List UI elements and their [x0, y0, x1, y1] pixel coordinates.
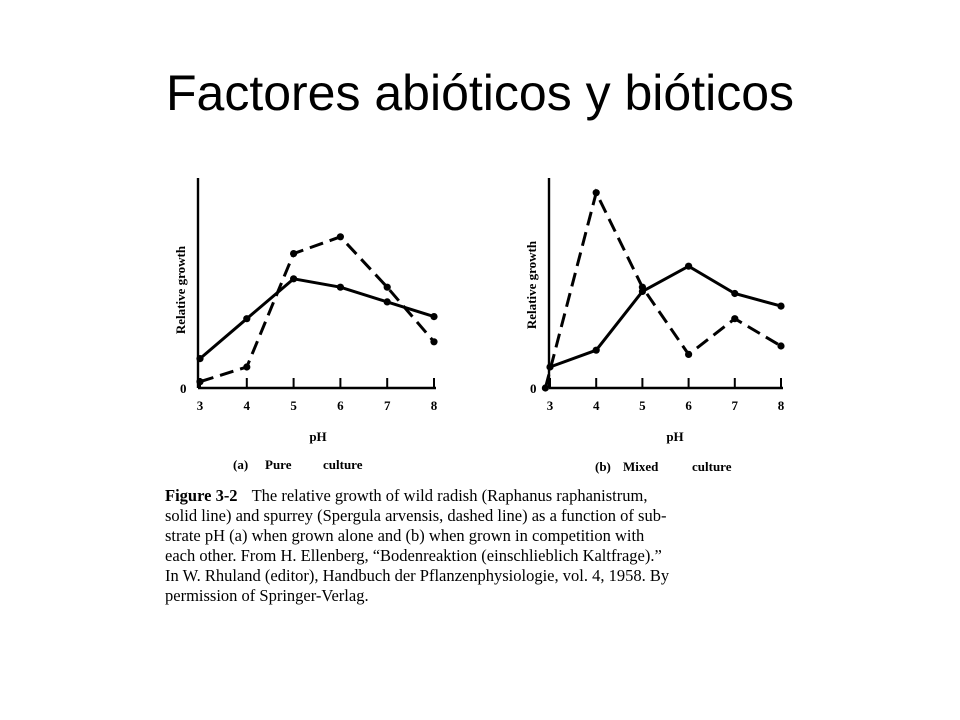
x-tick-label: 3 — [547, 398, 554, 413]
dashed-series-point — [685, 350, 693, 358]
x-tick-label: 7 — [732, 398, 739, 413]
dashed-series-point — [777, 342, 785, 350]
y-zero-label: 0 — [530, 381, 537, 396]
dashed-series-point — [243, 363, 251, 371]
panel-caption-word-2: culture — [692, 459, 732, 474]
panel-label: (b) — [595, 459, 611, 474]
panel-a-chart: 3 4 5 6 7 8 0 Relative growth pH (a) Pure culture — [173, 178, 438, 472]
solid-series-point — [383, 298, 391, 306]
panel-caption-word-1: Pure — [265, 457, 292, 472]
solid-series-line — [199, 277, 435, 360]
slide-title: Factores abióticos y bióticos — [165, 65, 795, 121]
x-tick-label: 4 — [593, 398, 600, 413]
solid-series-point — [777, 302, 785, 310]
x-tick-label: 6 — [685, 398, 692, 413]
dashed-series-point — [430, 338, 438, 346]
x-axis-label: pH — [309, 429, 326, 444]
figure-caption: Figure 3-2 The relative growth of wild ra… — [165, 486, 805, 606]
dashed-series-point — [383, 283, 391, 291]
caption-line-5: In W. Rhuland (editor), Handbuch der Pfl… — [165, 566, 670, 585]
caption-line-6: permission of Springer-Verlag. — [165, 586, 369, 605]
x-tick-label: 4 — [244, 398, 251, 413]
solid-series-line — [549, 264, 782, 369]
dashed-series-point — [592, 189, 600, 197]
solid-series-point — [430, 313, 438, 321]
x-tick-label: 7 — [384, 398, 391, 413]
panel-caption-word-1: Mixed — [623, 459, 659, 474]
dashed-series-point — [290, 250, 298, 258]
panel-label: (a) — [233, 457, 248, 472]
x-tick-label: 8 — [778, 398, 785, 413]
dashed-series-line — [543, 188, 782, 389]
panel-caption-word-2: culture — [323, 457, 363, 472]
panel-b-chart: 3 4 5 6 7 8 0 Relative growth pH (b) Mixed culture — [524, 178, 785, 474]
x-axis-label: pH — [666, 429, 683, 444]
solid-series-point — [592, 346, 600, 354]
x-tick-label: 8 — [431, 398, 438, 413]
solid-series-point — [196, 355, 204, 363]
solid-series-point — [243, 315, 251, 323]
x-tick-label: 5 — [639, 398, 646, 413]
y-axis-label: Relative growth — [524, 240, 539, 329]
dashed-series-line — [199, 235, 436, 384]
y-axis-label: Relative growth — [173, 245, 188, 334]
caption-line-4: each other. From H. Ellenberg, “Bodenrea… — [165, 546, 662, 565]
dashed-series-point — [731, 315, 739, 323]
x-tick-label: 3 — [197, 398, 204, 413]
caption-line-3: strate pH (a) when grown alone and (b) w… — [165, 526, 645, 545]
solid-series-point — [336, 283, 344, 291]
solid-series-point — [731, 289, 739, 298]
x-tick-label: 5 — [290, 398, 297, 413]
caption-line-1: Figure 3-2 The relative growth of wild ra… — [165, 486, 805, 506]
y-zero-label: 0 — [180, 381, 187, 396]
dashed-series-point — [196, 378, 204, 386]
solid-series-point — [290, 275, 298, 283]
dashed-series-point — [638, 283, 647, 291]
dashed-series-point — [541, 384, 549, 392]
caption-text-1: The relative growth of wild radish (Raph… — [251, 486, 648, 505]
dashed-series-point — [336, 233, 344, 241]
solid-series-point — [685, 262, 693, 270]
caption-line-2: solid line) and spurrey (Spergula arvens… — [165, 506, 667, 525]
caption-figure-label: Figure 3-2 — [165, 486, 238, 505]
x-tick-label: 6 — [337, 398, 344, 413]
